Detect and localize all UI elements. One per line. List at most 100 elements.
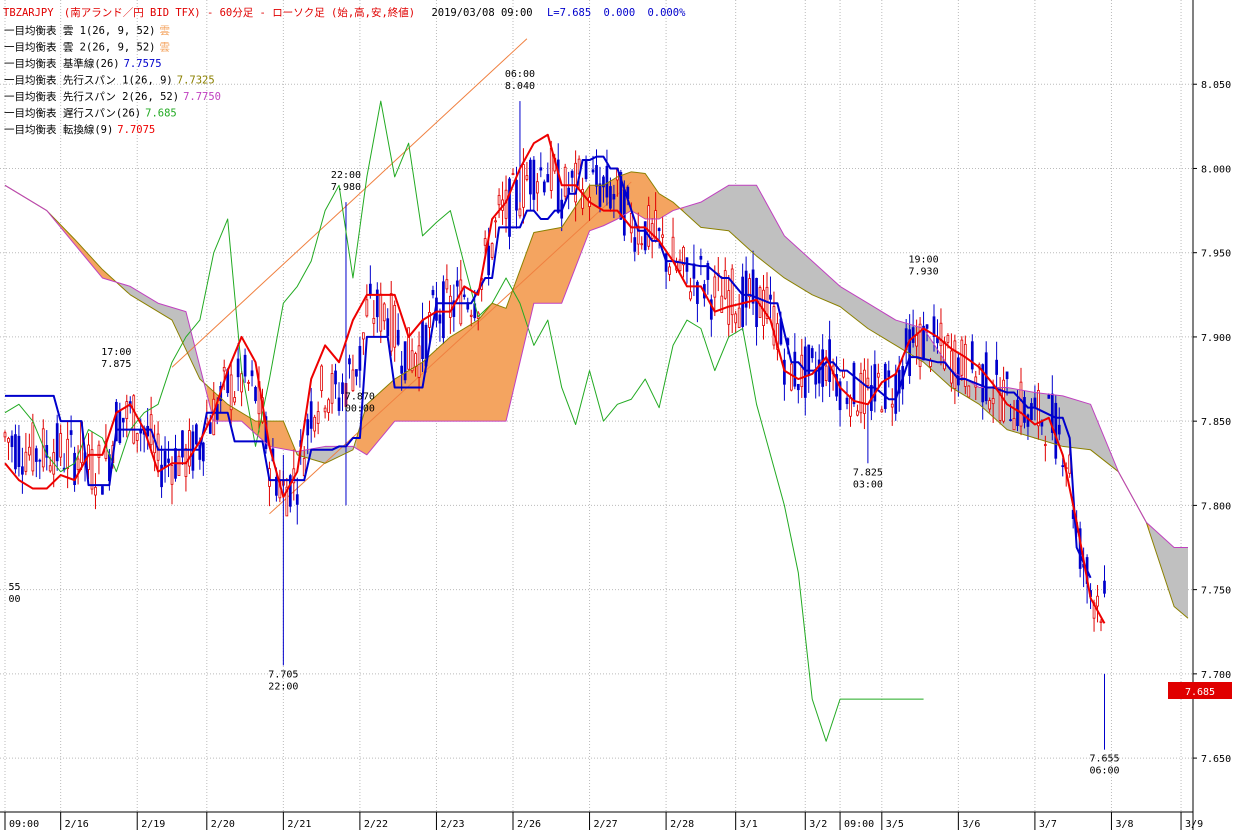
cloud-segment bbox=[206, 385, 298, 455]
y-tick-label: 8.050 bbox=[1201, 80, 1231, 91]
legend-label: 一目均衡表 先行スパン 1(26, 9) bbox=[4, 74, 173, 87]
candle-body bbox=[400, 365, 404, 374]
candle-body bbox=[542, 181, 546, 193]
candle-body bbox=[462, 294, 466, 298]
candle-body bbox=[633, 237, 637, 252]
candle-body bbox=[556, 159, 560, 213]
candle-body bbox=[709, 299, 713, 320]
candle-body bbox=[549, 147, 553, 191]
candle-body bbox=[863, 369, 866, 414]
legend-item: 一目均衡表 遅行スパン(26) 7.685 bbox=[4, 107, 177, 120]
candle-body bbox=[76, 458, 80, 470]
candle-body bbox=[682, 246, 685, 266]
candle-body bbox=[612, 193, 616, 200]
x-tick-label: 3/1 bbox=[740, 819, 758, 830]
symbol: TBZARJPY bbox=[3, 7, 54, 19]
x-tick-label: 3/6 bbox=[962, 819, 980, 830]
candle-body bbox=[897, 369, 901, 394]
candle-body bbox=[650, 223, 654, 239]
price-annotation: 00:00 bbox=[345, 403, 375, 414]
candle-body bbox=[876, 372, 880, 378]
candle-body bbox=[410, 350, 414, 372]
price-annotation: 22:00 bbox=[331, 170, 361, 181]
candle-body bbox=[1099, 620, 1103, 624]
candle-body bbox=[1009, 419, 1012, 422]
candle-body bbox=[532, 159, 536, 200]
candle-body bbox=[288, 475, 292, 507]
candle-body bbox=[522, 164, 525, 208]
candle-body bbox=[208, 422, 212, 434]
price-annotations: 17:007.87522:007.98006:008.04019:007.930… bbox=[8, 69, 1119, 777]
candle-body bbox=[605, 165, 609, 198]
candle-body bbox=[880, 409, 884, 413]
candle-body bbox=[988, 400, 992, 410]
candle-body bbox=[222, 366, 226, 372]
candle-body bbox=[849, 396, 852, 417]
candle-body bbox=[483, 238, 487, 246]
candle-body bbox=[94, 486, 97, 496]
candle-body bbox=[960, 339, 964, 376]
candle-body bbox=[943, 341, 946, 370]
x-tick-label: 2/21 bbox=[287, 819, 311, 830]
x-tick-label: 2/26 bbox=[517, 819, 541, 830]
y-tick-label: 8.000 bbox=[1201, 164, 1231, 175]
candle-body bbox=[368, 283, 372, 295]
candle-body bbox=[389, 293, 393, 352]
description: (南アランド／円 BID TFX) - 60分足 - ローソク足 (始,高,安,… bbox=[64, 6, 415, 19]
legend-value: 雲 bbox=[160, 25, 171, 37]
candle-body bbox=[890, 403, 894, 408]
candle-body bbox=[135, 433, 139, 441]
candle-body bbox=[132, 395, 136, 444]
candle-body bbox=[428, 312, 431, 328]
candle-body bbox=[250, 370, 254, 377]
candle-body bbox=[181, 430, 184, 458]
candle-body bbox=[664, 253, 668, 272]
candle-body bbox=[229, 374, 233, 411]
price-annotation: 7.825 bbox=[853, 467, 883, 478]
candle-body bbox=[382, 303, 386, 322]
candle-body bbox=[306, 419, 310, 436]
candle-body bbox=[671, 236, 675, 261]
candle-body bbox=[838, 381, 842, 411]
legend-value: 雲 bbox=[160, 42, 171, 54]
candle-body bbox=[852, 362, 856, 405]
candle-body bbox=[828, 339, 831, 382]
candle-body bbox=[595, 165, 598, 187]
candle-body bbox=[48, 465, 52, 472]
y-tick-label: 7.900 bbox=[1201, 333, 1231, 344]
candle-body bbox=[1033, 397, 1037, 408]
candle-body bbox=[341, 382, 344, 395]
candle-body bbox=[3, 432, 7, 438]
candle-body bbox=[254, 386, 257, 402]
candle-body bbox=[748, 278, 751, 298]
candle-body bbox=[915, 334, 918, 347]
candle-body bbox=[14, 434, 17, 470]
candle-body bbox=[873, 364, 877, 402]
legend-value: 7.7075 bbox=[117, 124, 155, 136]
candle-body bbox=[236, 358, 240, 378]
candle-body bbox=[21, 466, 24, 475]
candle-body bbox=[602, 176, 605, 188]
candle-body bbox=[1050, 393, 1054, 433]
candle-body bbox=[619, 172, 623, 220]
legend-value: 7.685 bbox=[145, 108, 177, 120]
candle-body bbox=[442, 281, 445, 339]
candle-body bbox=[1030, 403, 1033, 421]
candle-body bbox=[800, 354, 804, 388]
candle-body bbox=[494, 220, 497, 223]
candle-body bbox=[417, 345, 421, 378]
header-datetime: 2019/03/08 09:00 bbox=[431, 7, 532, 19]
candle-body bbox=[696, 281, 699, 304]
series-line bbox=[4, 171, 1189, 619]
price-annotation: 06:00 bbox=[1089, 766, 1119, 777]
candle-body bbox=[661, 234, 664, 238]
candle-body bbox=[1043, 444, 1047, 446]
candle-body bbox=[584, 161, 588, 180]
candle-body bbox=[275, 476, 278, 496]
price-annotation: 7.870 bbox=[345, 391, 375, 402]
candle-body bbox=[835, 374, 838, 397]
candle-body bbox=[946, 334, 950, 343]
cloud-segment bbox=[683, 185, 1119, 472]
